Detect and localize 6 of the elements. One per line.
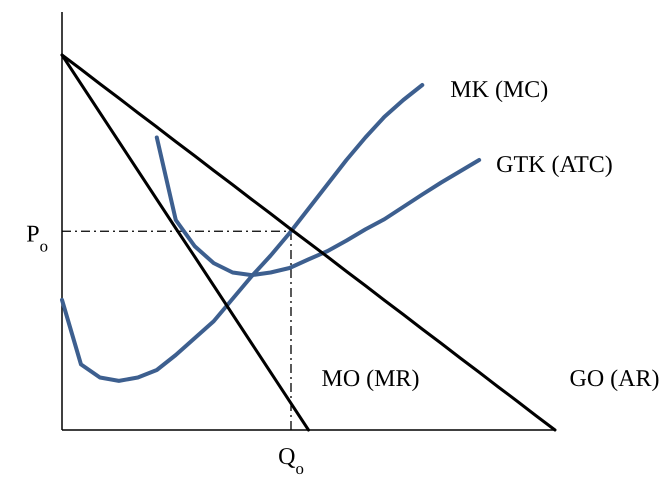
ref-line-label: P$_{o}$ bbox=[26, 221, 48, 255]
text: Q$_{o}$ bbox=[278, 444, 304, 477]
series-label: MO (MR) bbox=[321, 366, 420, 392]
series-label: MK (MC) bbox=[450, 77, 548, 103]
series-label: GO (AR) bbox=[570, 366, 659, 392]
series-label: GTK (ATC) bbox=[496, 152, 613, 178]
